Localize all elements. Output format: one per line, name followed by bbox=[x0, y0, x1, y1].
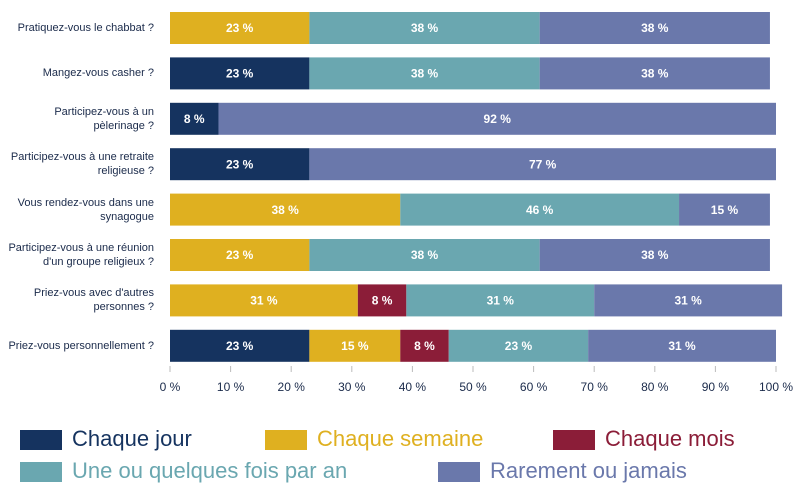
bar-segment bbox=[357, 284, 407, 317]
value-label: 38 % bbox=[411, 21, 439, 35]
bar-segment bbox=[539, 57, 770, 90]
value-label: 23 % bbox=[505, 339, 533, 353]
bar-segment bbox=[170, 12, 310, 44]
legend-label: Chaque semaine bbox=[317, 426, 484, 451]
bar-segment bbox=[309, 57, 540, 90]
legend-label: Chaque mois bbox=[605, 426, 735, 451]
legend-swatch bbox=[265, 430, 307, 450]
y-tick-label: Pratiquez-vous le chabbat ? bbox=[17, 22, 154, 34]
value-label: 38 % bbox=[641, 248, 669, 262]
bar-segment bbox=[406, 284, 595, 317]
x-tick-label: 100 % bbox=[759, 380, 793, 394]
legend-swatch bbox=[553, 430, 595, 450]
x-tick-label: 20 % bbox=[278, 380, 306, 394]
bar-segment bbox=[400, 329, 449, 362]
x-tick-label: 70 % bbox=[581, 380, 609, 394]
value-label: 8 % bbox=[372, 294, 393, 308]
x-tick-label: 90 % bbox=[702, 380, 730, 394]
bar-segment bbox=[170, 239, 310, 271]
legend-label: Rarement ou jamais bbox=[490, 458, 687, 483]
value-label: 8 % bbox=[414, 339, 435, 353]
bar-segment bbox=[218, 102, 777, 135]
bar-segment bbox=[170, 148, 310, 181]
y-tick-label: Priez-vous personnellement ? bbox=[8, 339, 154, 352]
value-label: 38 % bbox=[411, 248, 439, 262]
value-label: 92 % bbox=[484, 112, 512, 126]
y-tick-label: Participez-vous à une retraite religieus… bbox=[10, 151, 154, 178]
legend-label: Une ou quelques fois par an bbox=[72, 458, 348, 483]
value-label: 31 % bbox=[250, 294, 278, 308]
x-tick-label: 30 % bbox=[338, 380, 366, 394]
bar-segment bbox=[539, 239, 770, 271]
value-label: 38 % bbox=[411, 67, 439, 81]
x-tick-label: 40 % bbox=[399, 380, 427, 394]
x-tick-label: 0 % bbox=[160, 380, 181, 394]
value-label: 38 % bbox=[271, 203, 299, 217]
x-tick-label: 60 % bbox=[520, 380, 548, 394]
bar-segment bbox=[309, 12, 540, 44]
bar-segment bbox=[679, 193, 770, 226]
y-tick-label: Vous rendez-vous dans une synagogue bbox=[17, 196, 154, 223]
value-label: 23 % bbox=[226, 21, 254, 35]
y-tick-label: Participez-vous à un pèlerinage ? bbox=[54, 105, 154, 132]
value-label: 23 % bbox=[226, 157, 254, 171]
value-label: 23 % bbox=[226, 67, 254, 81]
x-tick-label: 10 % bbox=[217, 380, 245, 394]
value-label: 15 % bbox=[711, 203, 739, 217]
value-label: 23 % bbox=[226, 339, 254, 353]
legend-swatch bbox=[20, 430, 62, 450]
value-label: 77 % bbox=[529, 157, 557, 171]
bar-segment bbox=[400, 193, 680, 226]
bar-segment bbox=[309, 148, 776, 181]
value-label: 46 % bbox=[526, 203, 554, 217]
y-tick-label: Participez-vous à une réunion d'un group… bbox=[8, 242, 154, 268]
x-tick-label: 80 % bbox=[641, 380, 669, 394]
legend-swatch bbox=[438, 462, 480, 482]
bar-segment bbox=[594, 284, 783, 317]
bar-segment bbox=[170, 193, 401, 226]
bar-segment bbox=[309, 329, 401, 362]
value-label: 31 % bbox=[487, 294, 515, 308]
y-tick-label: Mangez-vous casher ? bbox=[42, 67, 154, 80]
x-tick-label: 50 % bbox=[459, 380, 487, 394]
value-label: 38 % bbox=[641, 67, 669, 81]
value-label: 8 % bbox=[184, 112, 205, 126]
bar-segment bbox=[448, 329, 589, 362]
bar-segment bbox=[170, 57, 310, 90]
bar-segment bbox=[588, 329, 776, 362]
bar-segment bbox=[539, 12, 770, 44]
legend-label: Chaque jour bbox=[72, 426, 192, 451]
value-label: 38 % bbox=[641, 21, 669, 35]
y-tick-label: Priez-vous avec d'autres personnes ? bbox=[33, 287, 154, 314]
value-label: 31 % bbox=[668, 339, 696, 353]
bar-segment bbox=[170, 329, 310, 362]
value-label: 23 % bbox=[226, 248, 254, 262]
bar-segment bbox=[170, 102, 219, 135]
value-label: 31 % bbox=[674, 294, 702, 308]
bar-segment bbox=[309, 239, 540, 271]
value-label: 15 % bbox=[341, 339, 369, 353]
bar-segment bbox=[170, 284, 358, 317]
legend-swatch bbox=[20, 462, 62, 482]
